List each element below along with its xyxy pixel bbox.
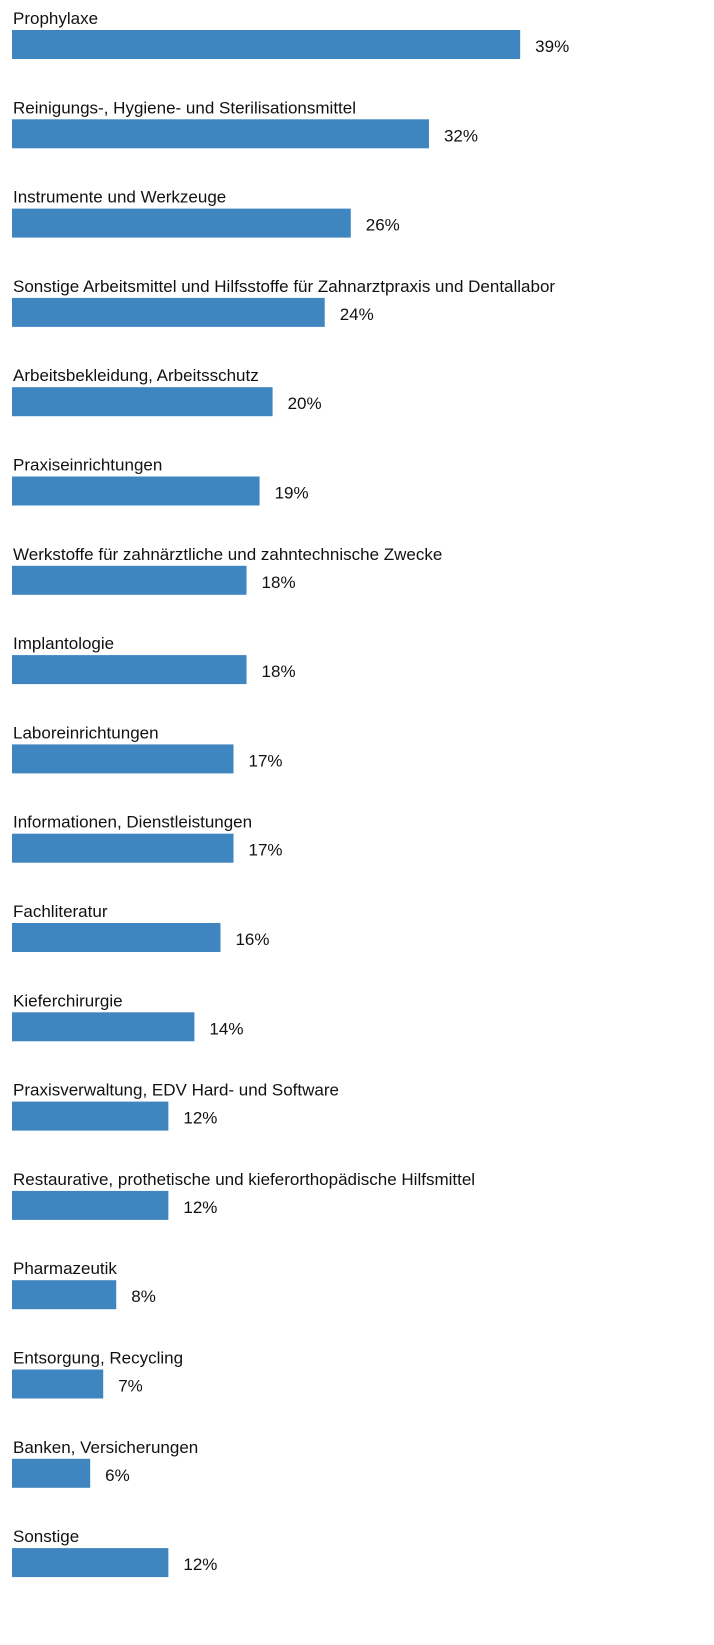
value-label: 24% — [340, 305, 374, 324]
bar — [12, 1101, 169, 1131]
category-label: Arbeitsbekleidung, Arbeitsschutz — [13, 366, 259, 385]
bar — [12, 1280, 117, 1310]
value-label: 14% — [209, 1019, 243, 1038]
bar — [12, 476, 260, 506]
bar — [12, 1369, 104, 1399]
value-label: 20% — [288, 394, 322, 413]
category-label: Sonstige Arbeitsmittel und Hilfsstoffe f… — [13, 277, 555, 296]
value-label: 32% — [444, 126, 478, 145]
bar — [12, 1548, 169, 1578]
value-label: 19% — [275, 484, 309, 503]
value-label: 7% — [118, 1377, 143, 1396]
value-label: 12% — [183, 1198, 217, 1217]
bar — [12, 565, 247, 595]
value-label: 17% — [249, 841, 283, 860]
value-label: 12% — [183, 1555, 217, 1574]
category-label: Banken, Versicherungen — [13, 1438, 198, 1457]
value-label: 39% — [535, 37, 569, 56]
bar — [12, 1190, 169, 1220]
bar — [12, 119, 429, 149]
bar — [12, 1458, 91, 1488]
bar — [12, 387, 273, 417]
value-label: 17% — [249, 751, 283, 770]
category-label: Instrumente und Werkzeuge — [13, 188, 226, 207]
category-label: Informationen, Dienstleistungen — [13, 813, 252, 832]
value-label: 12% — [183, 1109, 217, 1128]
bar — [12, 297, 325, 327]
category-label: Praxisverwaltung, EDV Hard- und Software — [13, 1081, 339, 1100]
category-label: Prophylaxe — [13, 9, 98, 28]
category-label: Entsorgung, Recycling — [13, 1349, 183, 1368]
value-label: 6% — [105, 1466, 130, 1485]
bar — [12, 1012, 195, 1042]
value-label: 18% — [262, 573, 296, 592]
bar — [12, 30, 521, 59]
bar — [12, 655, 247, 685]
category-label: Kieferchirurgie — [13, 991, 123, 1010]
category-label: Praxiseinrichtungen — [13, 456, 162, 475]
category-label: Implantologie — [13, 634, 114, 653]
category-label: Laboreinrichtungen — [13, 723, 159, 742]
bar — [12, 744, 234, 774]
category-label: Pharmazeutik — [13, 1259, 117, 1278]
bar — [12, 833, 234, 863]
value-label: 16% — [235, 930, 269, 949]
category-label: Restaurative, prothetische und kieferort… — [13, 1170, 475, 1189]
bar — [12, 923, 221, 952]
value-label: 26% — [366, 216, 400, 235]
category-label: Reinigungs-, Hygiene- und Sterilisations… — [13, 98, 356, 117]
category-label: Fachliteratur — [13, 902, 108, 921]
category-label: Werkstoffe für zahnärztliche und zahntec… — [13, 545, 442, 564]
category-label: Sonstige — [13, 1527, 79, 1546]
bar — [12, 208, 351, 238]
value-label: 18% — [262, 662, 296, 681]
value-label: 8% — [131, 1287, 156, 1306]
